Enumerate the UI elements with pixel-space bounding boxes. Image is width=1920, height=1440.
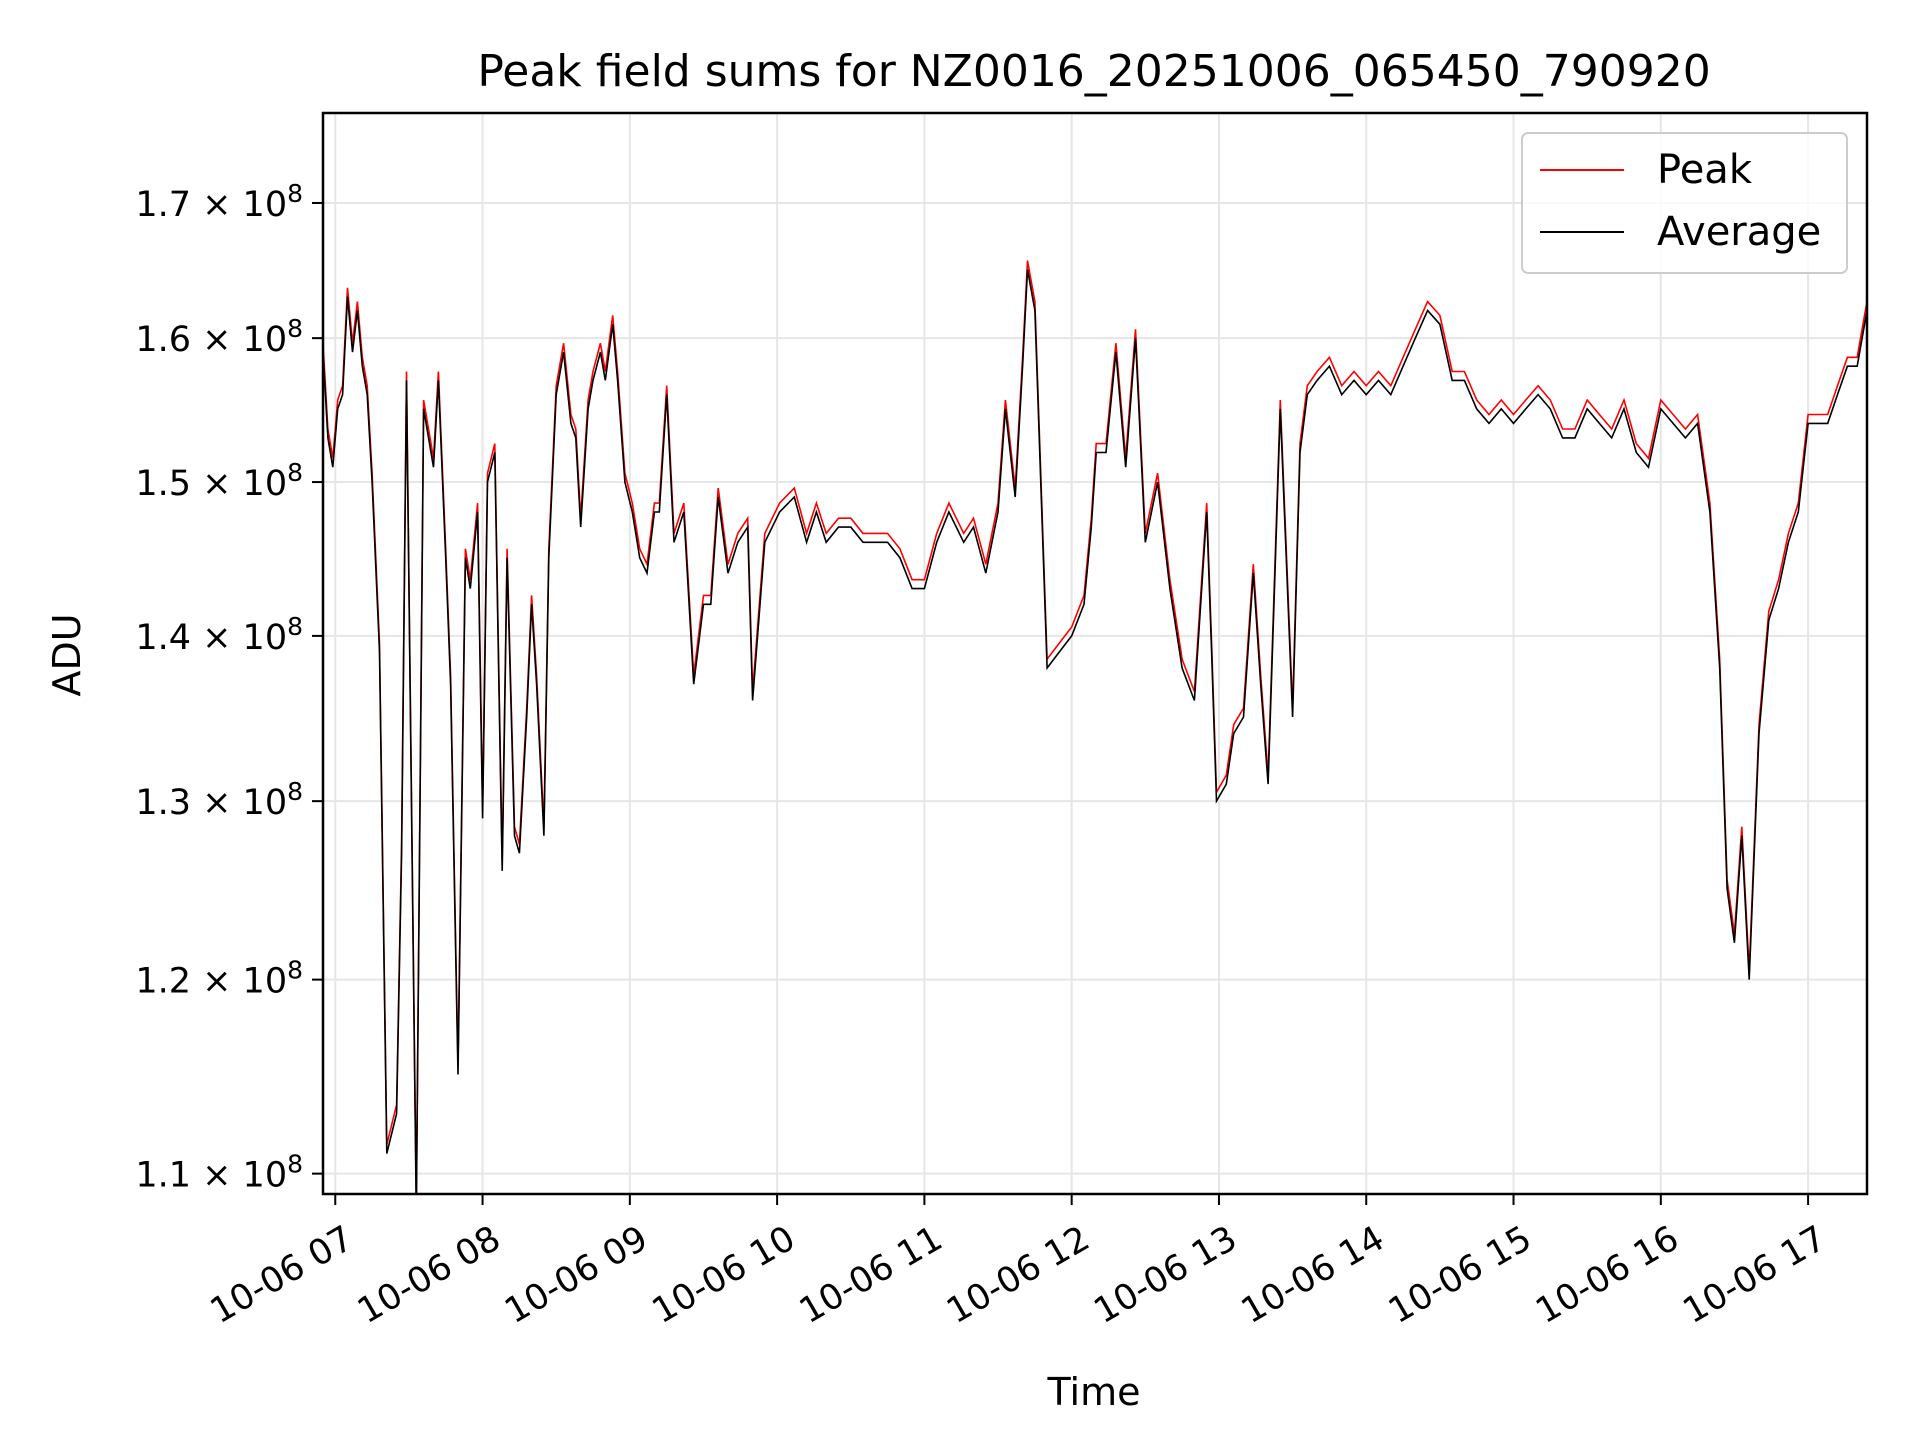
grid — [323, 113, 1867, 1194]
plot-frame — [321, 111, 1869, 1196]
y-axis-label: ADU — [45, 613, 89, 696]
y-tick-label-6: 1.7 × 108 — [135, 179, 303, 225]
x-tick-label-0: 10-06 07 — [204, 1219, 360, 1332]
chart-title: Peak field sums for NZ0016_20251006_0654… — [477, 46, 1710, 97]
x-tick-label-7: 10-06 14 — [1235, 1219, 1391, 1332]
x-tick-label-1: 10-06 08 — [351, 1219, 507, 1332]
series-average-line — [323, 269, 1867, 1194]
y-tick-label-1: 1.2 × 108 — [135, 956, 303, 1002]
legend-box — [1521, 132, 1848, 274]
legend: Peak Average — [1521, 132, 1848, 274]
series-layer — [323, 260, 1867, 1194]
x-tick-label-9: 10-06 16 — [1529, 1219, 1685, 1332]
x-tick-label-6: 10-06 13 — [1088, 1219, 1244, 1332]
x-tick-label-8: 10-06 15 — [1382, 1219, 1538, 1332]
x-tick-label-10: 10-06 17 — [1677, 1219, 1833, 1332]
x-tick-label-5: 10-06 12 — [940, 1219, 1096, 1332]
y-tick-label-3: 1.4 × 108 — [135, 612, 303, 658]
y-tick-label-5: 1.6 × 108 — [135, 314, 303, 360]
y-axis-ticks: 1.1 × 108 1.2 × 108 1.3 × 108 1.4 × 108 1.5 … — [135, 179, 323, 1196]
x-tick-label-2: 10-06 09 — [498, 1219, 654, 1332]
y-tick-label-0: 1.1 × 108 — [135, 1150, 303, 1196]
y-tick-label-2: 1.3 × 108 — [135, 777, 303, 823]
x-tick-label-3: 10-06 10 — [646, 1219, 802, 1332]
legend-average-label: Average — [1657, 209, 1821, 255]
x-axis-label: Time — [1047, 1370, 1141, 1414]
legend-peak-label: Peak — [1657, 147, 1753, 193]
y-tick-label-4: 1.5 × 108 — [135, 458, 303, 504]
series-peak-line — [323, 260, 1867, 1194]
x-tick-label-4: 10-06 11 — [793, 1219, 949, 1332]
